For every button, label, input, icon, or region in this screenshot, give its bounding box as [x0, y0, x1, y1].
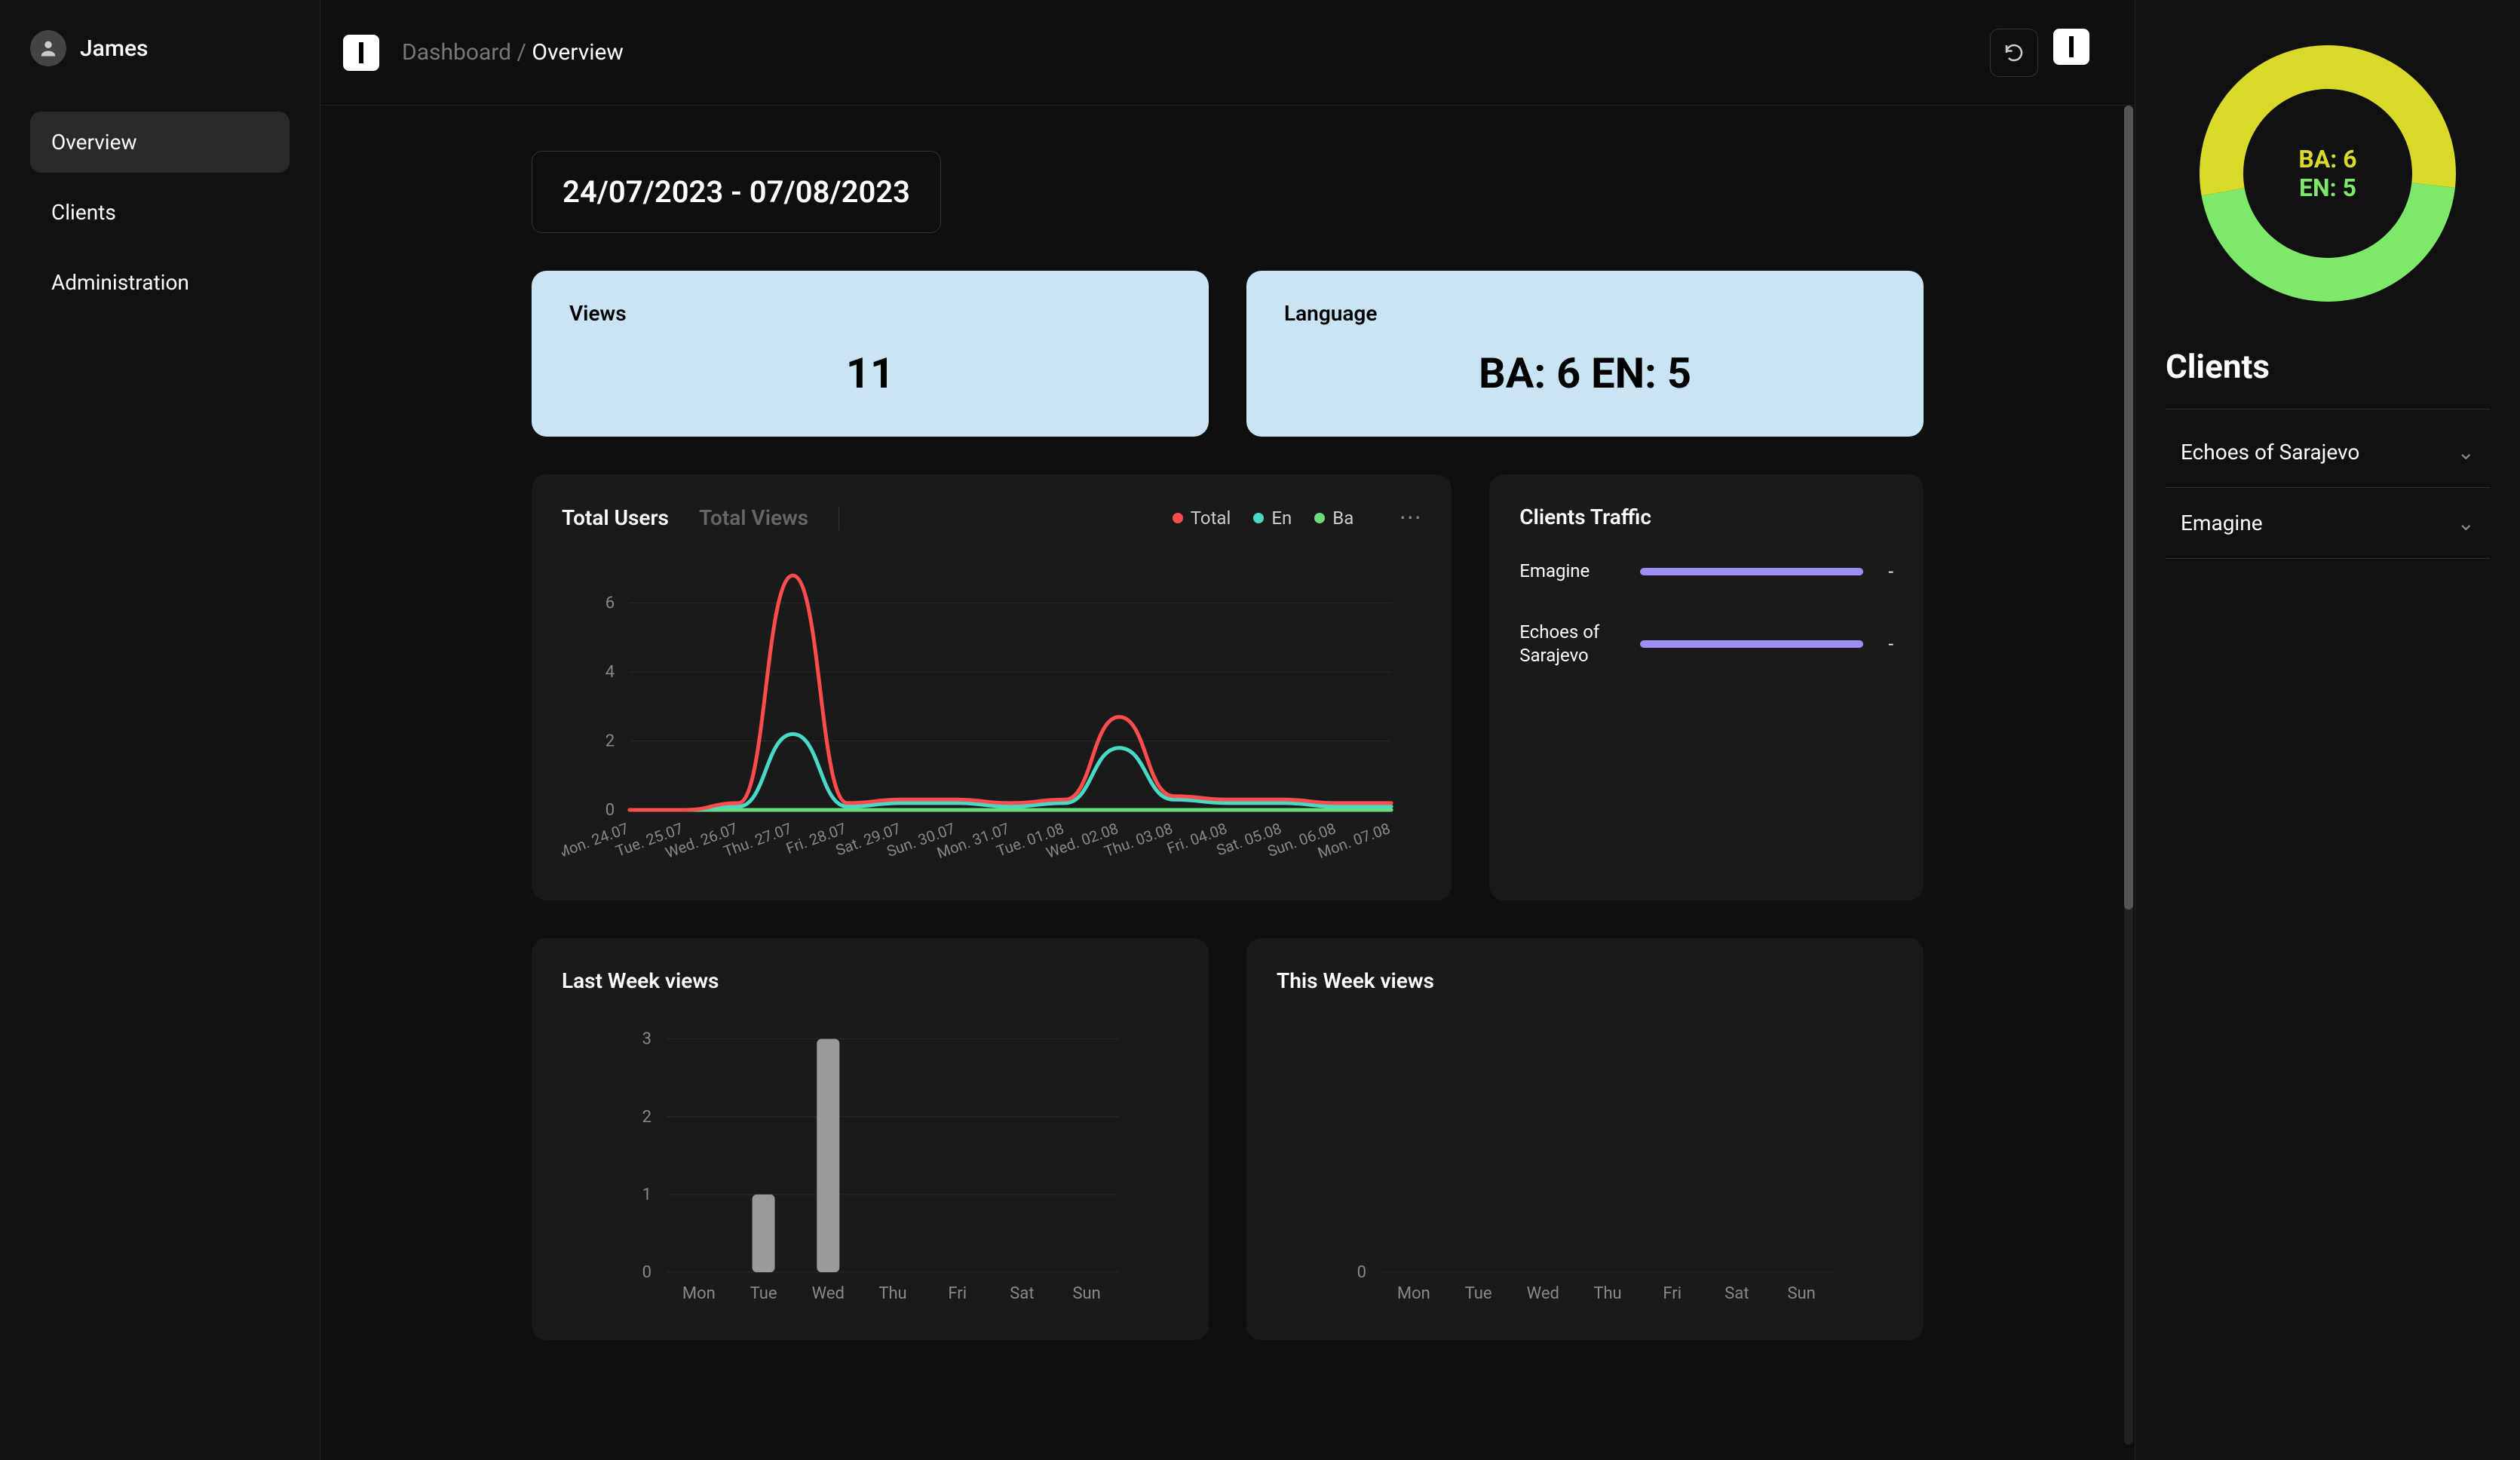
- donut-chart: BA: 6 EN: 5: [2166, 38, 2490, 309]
- chart-legend: Total En Ba: [1173, 508, 1354, 529]
- donut-label-ba: BA: 6: [2298, 145, 2356, 173]
- client-label: Echoes of Sarajevo: [2181, 440, 2359, 465]
- stat-cards-row: Views 11 Language BA: 6 EN: 5: [532, 271, 1924, 437]
- traffic-value: -: [1878, 633, 1893, 655]
- breadcrumb: Dashboard / Overview: [402, 39, 624, 66]
- traffic-row: Echoes of Sarajevo -: [1519, 621, 1893, 667]
- nav-item-overview[interactable]: Overview: [30, 112, 290, 173]
- legend-item: Total: [1173, 508, 1231, 529]
- user-icon: [38, 38, 59, 59]
- svg-text:3: 3: [642, 1030, 651, 1049]
- stat-card-language: Language BA: 6 EN: 5: [1246, 271, 1924, 437]
- avatar: [30, 30, 66, 66]
- svg-text:0: 0: [605, 801, 615, 820]
- sidebar: James Overview Clients Administration: [0, 0, 320, 1460]
- svg-text:Fri: Fri: [1663, 1284, 1682, 1303]
- content: 24/07/2023 - 07/08/2023 Views 11 Languag…: [320, 106, 2135, 1460]
- bar-chart: 0 1 2 3 Mon Tue Wed Thu Fri Sat Sun: [562, 1008, 1179, 1310]
- legend-dot: [1253, 513, 1264, 523]
- svg-text:Tue: Tue: [750, 1284, 777, 1303]
- nav-item-administration[interactable]: Administration: [30, 252, 290, 313]
- panel-title: Last Week views: [562, 968, 1179, 993]
- username: James: [80, 35, 148, 62]
- nav-list: Overview Clients Administration: [30, 112, 290, 313]
- bar-chart: 0 Mon Tue Wed Thu Fri Sat Sun: [1277, 1008, 1893, 1310]
- stat-value: 11: [569, 348, 1171, 398]
- right-rail-toggle-button[interactable]: [2053, 29, 2089, 65]
- legend-label: En: [1271, 508, 1292, 529]
- main: Dashboard / Overview 24/07/2023 - 07/08/…: [320, 0, 2135, 1460]
- traffic-bar: [1640, 568, 1863, 575]
- svg-text:Thu: Thu: [878, 1284, 906, 1303]
- rail-title: Clients: [2166, 347, 2490, 386]
- users-chart-panel: Total UsersTotal Views TotalEnBa ⋯ 0246M…: [532, 474, 1452, 900]
- traffic-bar: [1640, 640, 1863, 648]
- svg-text:4: 4: [605, 663, 615, 682]
- client-item[interactable]: Echoes of Sarajevo ⌄: [2166, 417, 2490, 488]
- sidebar-toggle-button[interactable]: [343, 35, 379, 71]
- traffic-label: Emagine: [1519, 560, 1625, 583]
- chevron-down-icon: ⌄: [2457, 511, 2475, 535]
- legend-item: Ba: [1314, 508, 1354, 529]
- client-label: Emagine: [2181, 511, 2263, 535]
- svg-text:Sun: Sun: [1072, 1284, 1100, 1303]
- legend-label: Total: [1191, 508, 1231, 529]
- more-icon[interactable]: ⋯: [1399, 505, 1421, 531]
- traffic-label: Echoes of Sarajevo: [1519, 621, 1625, 667]
- stat-label: Language: [1284, 301, 1886, 326]
- right-rail: BA: 6 EN: 5 Clients Echoes of Sarajevo⌄E…: [2135, 0, 2520, 1460]
- chevron-down-icon: ⌄: [2457, 440, 2475, 465]
- stat-card-views: Views 11: [532, 271, 1209, 437]
- svg-text:0: 0: [642, 1263, 651, 1282]
- refresh-icon: [2003, 41, 2025, 64]
- svg-text:Sat: Sat: [1010, 1284, 1034, 1303]
- tab-divider: [838, 506, 839, 530]
- svg-text:Fri: Fri: [948, 1284, 967, 1303]
- svg-text:6: 6: [605, 594, 615, 613]
- traffic-row: Emagine -: [1519, 560, 1893, 583]
- svg-text:2: 2: [605, 732, 615, 751]
- svg-text:Sun: Sun: [1787, 1284, 1815, 1303]
- breadcrumb-root[interactable]: Dashboard: [402, 39, 511, 66]
- svg-text:0: 0: [1357, 1263, 1366, 1282]
- tab-total-users[interactable]: Total Users: [562, 505, 669, 530]
- svg-text:Wed: Wed: [1527, 1284, 1559, 1303]
- scrollbar[interactable]: [2124, 106, 2133, 1445]
- tab-total-views[interactable]: Total Views: [699, 505, 808, 530]
- last-week-panel: Last Week views 0 1 2 3 Mon Tue Wed Thu Fri Sat Su…: [532, 938, 1209, 1340]
- line-chart: 0246Mon. 24.07Tue. 25.07Wed. 26.07Thu. 2…: [562, 554, 1421, 870]
- legend-dot: [1173, 513, 1183, 523]
- panel-title: Clients Traffic: [1519, 505, 1893, 529]
- legend-dot: [1314, 513, 1325, 523]
- topbar: Dashboard / Overview: [320, 0, 2135, 106]
- legend-item: En: [1253, 508, 1292, 529]
- traffic-value: -: [1878, 561, 1893, 582]
- legend-label: Ba: [1332, 508, 1354, 529]
- svg-text:2: 2: [642, 1108, 651, 1127]
- stat-label: Views: [569, 301, 1171, 326]
- svg-text:Mon: Mon: [1397, 1284, 1430, 1303]
- refresh-button[interactable]: [1990, 29, 2038, 77]
- svg-text:Sat: Sat: [1724, 1284, 1749, 1303]
- svg-text:Thu: Thu: [1593, 1284, 1621, 1303]
- panel-title: This Week views: [1277, 968, 1893, 993]
- svg-text:Wed: Wed: [812, 1284, 845, 1303]
- client-item[interactable]: Emagine ⌄: [2166, 488, 2490, 559]
- this-week-panel: This Week views 0 Mon Tue Wed Thu Fri Sat Sun: [1246, 938, 1924, 1340]
- stat-value: BA: 6 EN: 5: [1284, 348, 1886, 398]
- user-row: James: [30, 30, 290, 66]
- svg-text:1: 1: [642, 1185, 651, 1204]
- svg-text:Mon: Mon: [682, 1284, 716, 1303]
- breadcrumb-sep: /: [517, 39, 532, 66]
- breadcrumb-current: Overview: [532, 39, 624, 66]
- clients-traffic-panel: Clients Traffic Emagine-Echoes of Saraje…: [1489, 474, 1924, 900]
- nav-item-clients[interactable]: Clients: [30, 182, 290, 243]
- donut-label-en: EN: 5: [2298, 173, 2356, 202]
- svg-text:Tue: Tue: [1465, 1284, 1492, 1303]
- date-range-picker[interactable]: 24/07/2023 - 07/08/2023: [532, 151, 941, 233]
